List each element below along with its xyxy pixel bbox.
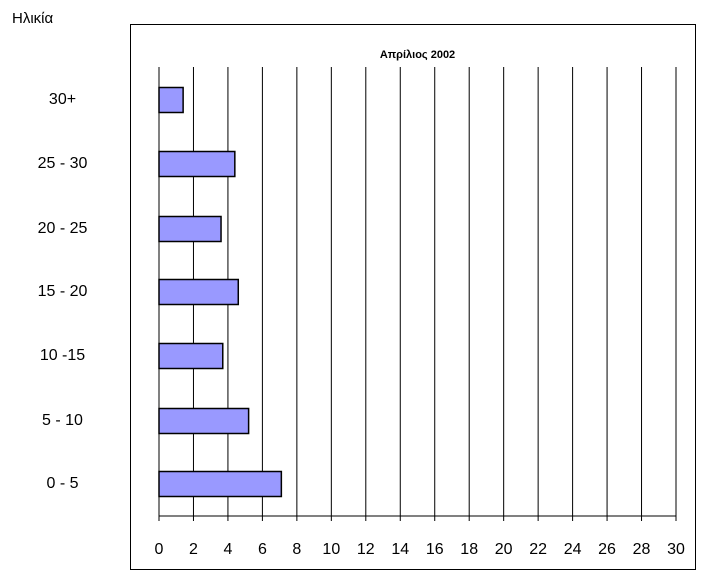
category-label: 5 - 10 xyxy=(42,412,83,429)
x-tick-label: 28 xyxy=(633,541,651,558)
bar xyxy=(158,407,250,435)
x-tick-label: 26 xyxy=(598,541,616,558)
category-label: 0 - 5 xyxy=(46,475,79,492)
category-label: 25 - 30 xyxy=(37,155,88,172)
x-tick-label: 0 xyxy=(155,541,164,558)
x-tick-label: 2 xyxy=(189,541,198,558)
x-tick-label: 22 xyxy=(529,541,547,558)
chart-title: Απρίλιος 2002 xyxy=(380,49,455,61)
x-tick-label: 20 xyxy=(495,541,513,558)
y-axis-title: Ηλικία xyxy=(12,10,54,27)
chart-frame xyxy=(130,24,696,570)
x-tick-label: 14 xyxy=(391,541,409,558)
x-tick-label: 10 xyxy=(322,541,340,558)
x-tick-label: 4 xyxy=(223,541,232,558)
x-tick-label: 24 xyxy=(564,541,582,558)
bar xyxy=(158,150,236,178)
bar xyxy=(158,278,240,306)
category-label: 15 - 20 xyxy=(37,283,88,300)
bar xyxy=(158,86,184,114)
category-label: 30+ xyxy=(48,91,77,108)
category-label: 10 -15 xyxy=(39,347,86,364)
bar xyxy=(158,470,283,498)
x-tick-label: 12 xyxy=(357,541,375,558)
bar xyxy=(158,342,224,370)
category-label: 20 - 25 xyxy=(37,220,88,237)
x-tick-label: 8 xyxy=(292,541,301,558)
x-tick-label: 30 xyxy=(667,541,685,558)
x-tick-label: 16 xyxy=(426,541,444,558)
x-tick-label: 18 xyxy=(460,541,478,558)
category-labels: 0 - 5 5 - 10 10 -15 15 - 20 20 - 25 25 - 30 30… xyxy=(0,0,125,574)
bar xyxy=(158,215,222,243)
x-tick-label: 6 xyxy=(258,541,267,558)
